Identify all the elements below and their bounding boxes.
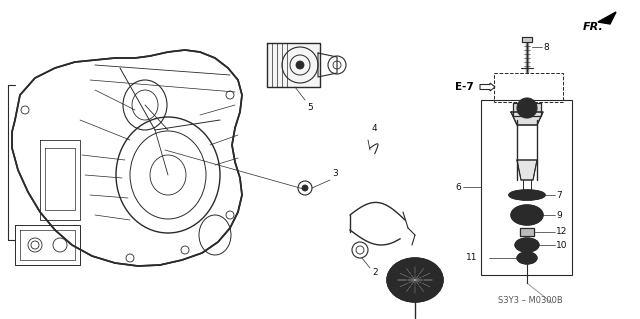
Bar xyxy=(494,73,563,102)
Polygon shape xyxy=(598,12,616,24)
Polygon shape xyxy=(517,160,537,180)
Text: 5: 5 xyxy=(307,103,313,112)
Text: 7: 7 xyxy=(556,190,562,199)
Text: 12: 12 xyxy=(556,227,568,236)
Ellipse shape xyxy=(517,252,537,264)
Text: 9: 9 xyxy=(556,211,562,219)
Circle shape xyxy=(517,98,537,118)
Bar xyxy=(481,100,572,275)
Text: S3Y3 – M0300B: S3Y3 – M0300B xyxy=(498,296,563,305)
Polygon shape xyxy=(267,43,320,87)
FancyArrow shape xyxy=(480,83,495,91)
Ellipse shape xyxy=(387,258,443,302)
Text: 2: 2 xyxy=(372,268,378,277)
Ellipse shape xyxy=(509,190,545,200)
Text: 4: 4 xyxy=(372,124,378,133)
Polygon shape xyxy=(520,228,534,236)
Polygon shape xyxy=(12,50,242,266)
Text: E-7: E-7 xyxy=(455,82,474,92)
Polygon shape xyxy=(513,103,541,116)
Text: 3: 3 xyxy=(332,169,338,178)
Text: 10: 10 xyxy=(556,241,568,249)
Text: 6: 6 xyxy=(455,182,461,191)
Polygon shape xyxy=(511,112,543,125)
Ellipse shape xyxy=(511,205,543,225)
Text: 8: 8 xyxy=(543,42,548,51)
Circle shape xyxy=(296,61,304,69)
Polygon shape xyxy=(522,37,532,42)
Ellipse shape xyxy=(515,238,539,252)
Text: FR.: FR. xyxy=(583,22,604,32)
Text: 11: 11 xyxy=(465,254,477,263)
Circle shape xyxy=(302,185,308,191)
